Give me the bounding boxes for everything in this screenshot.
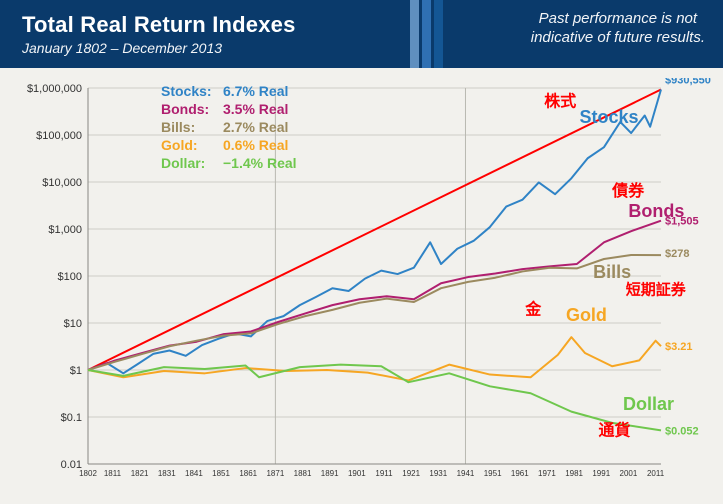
- series-label: 債券: [611, 181, 645, 200]
- svg-text:1851: 1851: [212, 469, 230, 478]
- svg-text:1991: 1991: [592, 469, 610, 478]
- end-label: $278: [665, 248, 689, 260]
- legend-value: 2.7% Real: [223, 119, 288, 135]
- legend-name: Bills:: [161, 119, 195, 135]
- series-label: 金: [524, 300, 542, 319]
- svg-text:1941: 1941: [457, 469, 475, 478]
- svg-text:1971: 1971: [538, 469, 556, 478]
- svg-text:$1,000,000: $1,000,000: [27, 83, 82, 95]
- series-label: Bonds: [628, 201, 684, 221]
- svg-text:1921: 1921: [402, 469, 420, 478]
- header: Total Real Return Indexes January 1802 –…: [0, 0, 723, 68]
- svg-text:1811: 1811: [104, 469, 122, 478]
- header-decoration-bars: [410, 0, 443, 68]
- svg-text:1831: 1831: [158, 469, 176, 478]
- series-label: Gold: [566, 305, 607, 325]
- series-label: 通貨: [599, 421, 631, 440]
- series-label: Stocks: [580, 107, 639, 127]
- svg-text:$10: $10: [64, 318, 82, 330]
- legend-name: Bonds:: [161, 101, 209, 117]
- svg-text:$10,000: $10,000: [42, 177, 82, 189]
- disclaimer: Past performance is notindicative of fut…: [531, 10, 705, 48]
- legend-value: 0.6% Real: [223, 137, 288, 153]
- chart-container: Total Real Return Indexes January 1802 –…: [0, 0, 723, 504]
- legend-name: Stocks:: [161, 83, 212, 99]
- legend-name: Gold:: [161, 137, 198, 153]
- svg-text:1981: 1981: [565, 469, 583, 478]
- svg-text:1841: 1841: [185, 469, 203, 478]
- svg-text:1821: 1821: [131, 469, 149, 478]
- series-label: 株式: [544, 92, 576, 111]
- svg-text:1961: 1961: [511, 469, 529, 478]
- chart-title: Total Real Return Indexes: [22, 12, 296, 38]
- legend-value: 6.7% Real: [223, 83, 288, 99]
- svg-text:2011: 2011: [647, 469, 665, 478]
- svg-text:1802: 1802: [79, 469, 97, 478]
- svg-text:$100,000: $100,000: [36, 130, 82, 142]
- chart-svg: 0.01$0.1$1$10$100$1,000$10,000$100,000$1…: [8, 78, 715, 492]
- svg-text:1931: 1931: [429, 469, 447, 478]
- plot-area: 0.01$0.1$1$10$100$1,000$10,000$100,000$1…: [8, 78, 715, 492]
- chart-subtitle: January 1802 – December 2013: [22, 40, 296, 56]
- end-label: $3.21: [665, 341, 693, 353]
- svg-text:1891: 1891: [321, 469, 339, 478]
- legend-value: 3.5% Real: [223, 101, 288, 117]
- series-label: Bills: [593, 262, 631, 282]
- series-label: Dollar: [623, 394, 674, 414]
- series-bonds: [88, 221, 661, 370]
- svg-text:1951: 1951: [484, 469, 502, 478]
- svg-text:1871: 1871: [266, 469, 284, 478]
- svg-text:$100: $100: [58, 271, 82, 283]
- svg-text:$0.1: $0.1: [61, 412, 82, 424]
- legend-value: −1.4% Real: [223, 155, 297, 171]
- end-label: $0.052: [665, 425, 699, 437]
- svg-text:1881: 1881: [294, 469, 312, 478]
- svg-text:1901: 1901: [348, 469, 366, 478]
- series-label: 短期証券: [626, 281, 687, 299]
- svg-text:$1: $1: [70, 365, 82, 377]
- series-gold: [88, 337, 661, 380]
- legend-name: Dollar:: [161, 155, 205, 171]
- svg-text:1911: 1911: [375, 469, 393, 478]
- end-label: $930,550: [665, 78, 711, 86]
- svg-text:1861: 1861: [239, 469, 257, 478]
- svg-text:$1,000: $1,000: [48, 224, 82, 236]
- svg-text:2001: 2001: [620, 469, 638, 478]
